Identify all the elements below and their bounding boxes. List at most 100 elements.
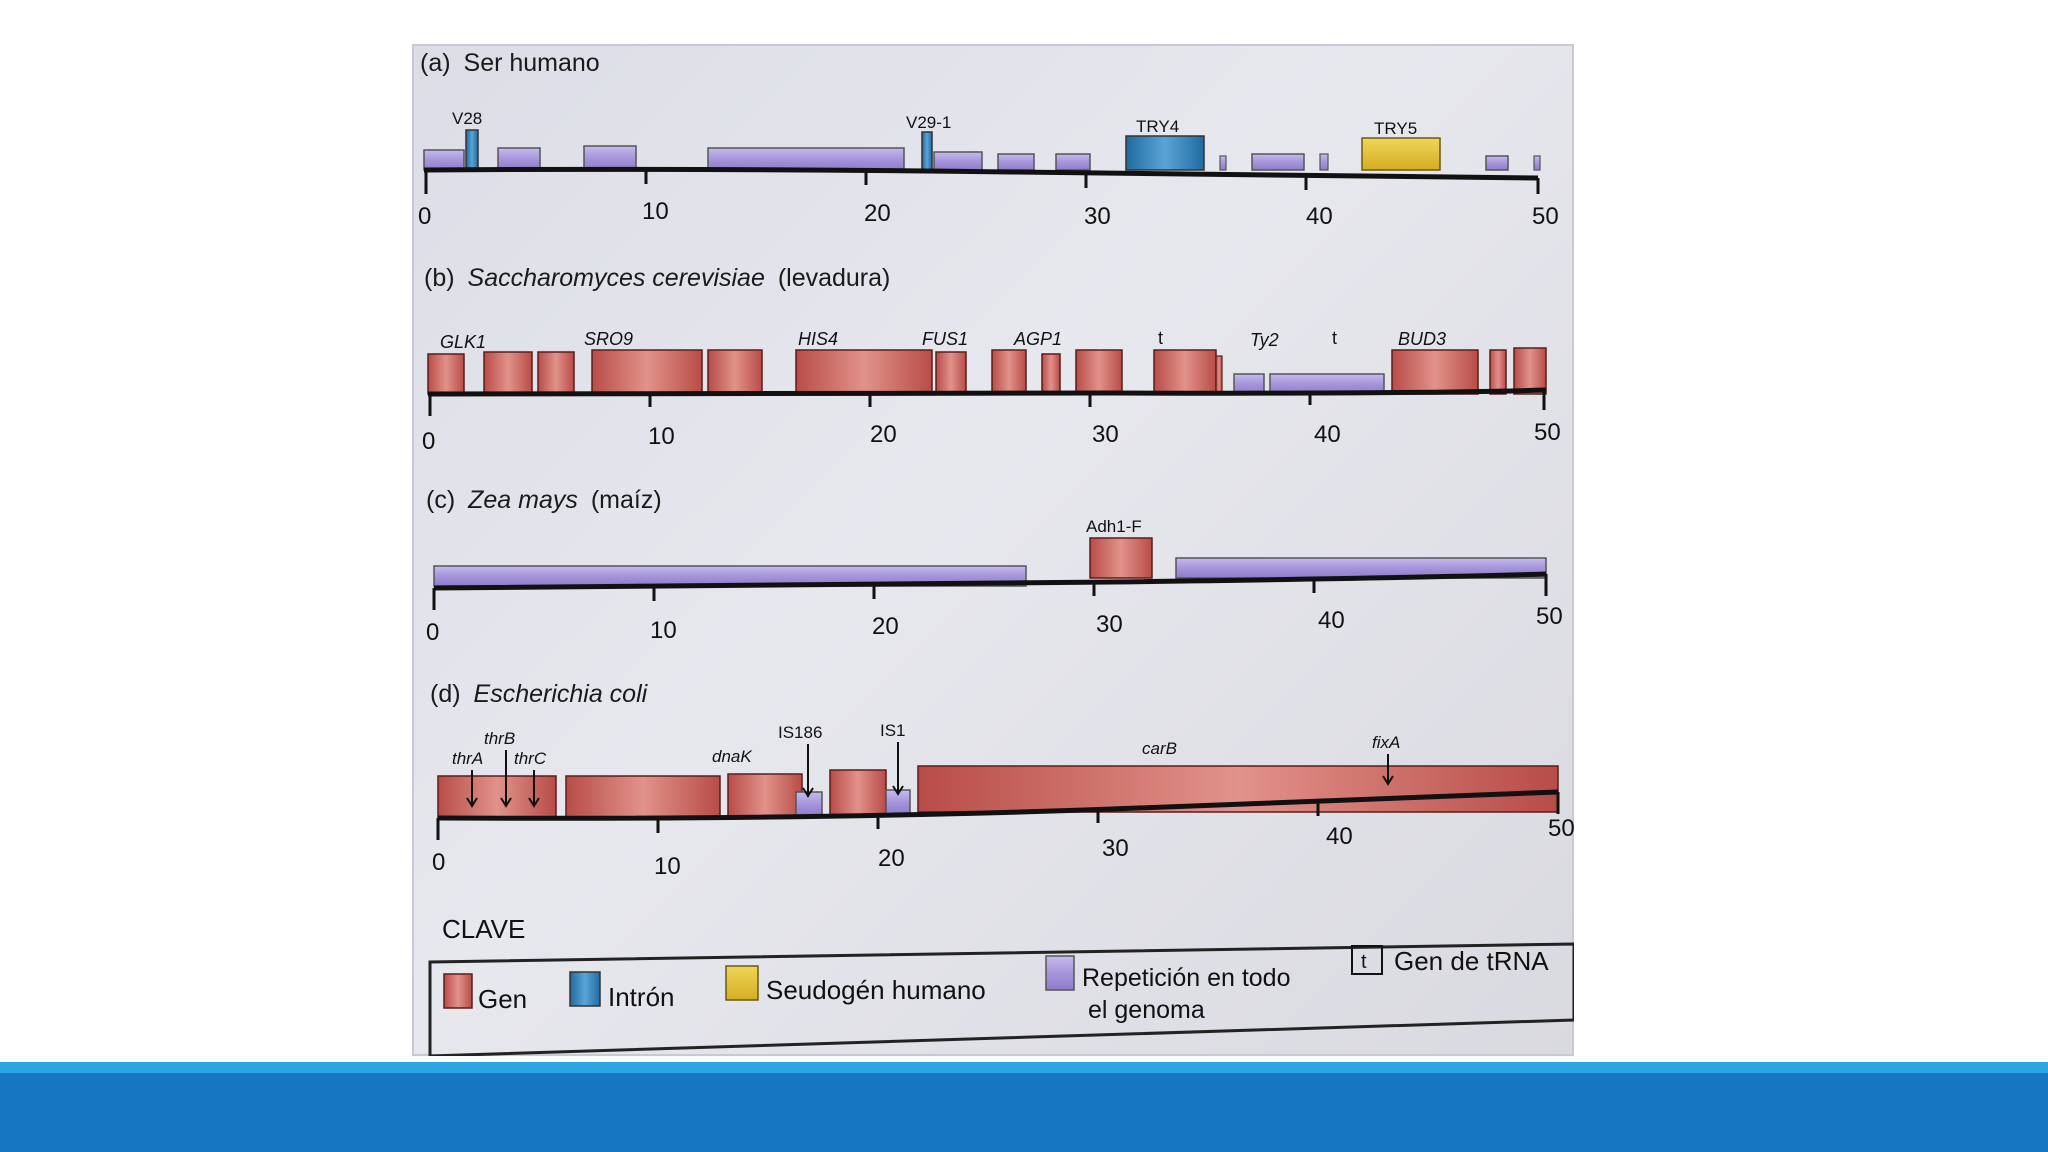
panel-a-name: Ser humano — [464, 49, 600, 77]
tick-label: 0 — [432, 849, 445, 876]
gene-label: FUS1 — [922, 329, 968, 349]
key-trna-symbol: t — [1361, 951, 1367, 973]
repeat-block — [1219, 155, 1227, 171]
panel-b: (b) Saccharomyces cerevisiae (levadura) — [422, 264, 1561, 455]
gene-label: fixA — [1372, 733, 1400, 752]
panel-c: (c) Zea mays (maíz) 0 10 20 30 40 50 Adh… — [426, 486, 1563, 646]
gene-adh1f — [1089, 537, 1153, 579]
tick-label: 10 — [654, 853, 681, 880]
tick-label: 40 — [1326, 823, 1353, 850]
gene-label: TRY4 — [1136, 117, 1179, 136]
tick-label: 50 — [1536, 603, 1563, 630]
repeat-block — [707, 147, 905, 171]
gene-block — [1041, 353, 1061, 395]
panel-c-letter: (c) — [426, 486, 455, 514]
tick-label: 0 — [426, 619, 439, 646]
tick-label: 30 — [1084, 203, 1111, 230]
repeat-block — [583, 145, 637, 171]
panel-d-species: Escherichia coli — [474, 680, 649, 708]
panel-b-letter: (b) — [424, 264, 455, 292]
repeat-block — [997, 153, 1035, 171]
repeat-block — [1319, 153, 1329, 171]
repeat-block — [933, 151, 983, 171]
gene-block — [1391, 349, 1479, 395]
panel-d: (d) Escherichia coli 0 10 20 30 40 50 — [430, 680, 1574, 880]
trna-label: t — [1158, 328, 1163, 348]
gene-label: thrC — [514, 749, 547, 768]
gene-block — [1075, 349, 1123, 395]
repeat-block — [1055, 153, 1091, 171]
gene-label: TRY5 — [1374, 119, 1417, 138]
panel-b-ticks — [428, 390, 1546, 416]
gene-label: Adh1-F — [1086, 517, 1142, 536]
repeat-label: Ty2 — [1250, 330, 1279, 350]
panel-a-features — [423, 129, 1541, 171]
gene-block — [991, 349, 1027, 395]
panel-d-tick-labels: 0 10 20 30 40 50 — [432, 815, 1574, 880]
gene-block — [1489, 349, 1507, 395]
figure-svg: (a) Ser humano — [418, 49, 1574, 1056]
panel-a-ticks — [424, 170, 1540, 194]
panel-c-common: (maíz) — [591, 486, 662, 514]
key-trna-box — [1351, 945, 1383, 975]
tick-label: 30 — [1092, 421, 1119, 448]
panel-a: (a) Ser humano — [418, 49, 1559, 230]
gene-block — [707, 349, 763, 395]
gene-block — [1215, 355, 1223, 395]
repeat-block — [423, 149, 465, 171]
panel-c-axis — [433, 571, 1547, 591]
panel-a-title: (a) Ser humano — [420, 49, 600, 77]
tick-label: 20 — [864, 200, 891, 227]
key-intron-label: Intrón — [608, 982, 675, 1012]
key-trna-label: Gen de tRNA — [1394, 946, 1549, 976]
gene-label: V29-1 — [906, 113, 951, 132]
key-gene-swatch — [443, 973, 473, 1009]
key-box — [428, 942, 1574, 1056]
panel-b-tick-labels: 0 10 20 30 40 50 — [422, 419, 1561, 455]
tick-label: 40 — [1318, 607, 1345, 634]
panel-c-tick-labels: 0 10 20 30 40 50 — [426, 603, 1563, 646]
tick-label: 0 — [422, 428, 435, 455]
key-repeat-swatch — [1045, 955, 1075, 991]
panel-b-features — [427, 347, 1547, 395]
repeat-block — [1533, 155, 1541, 171]
gene-block — [935, 351, 967, 395]
panel-d-letter: (d) — [430, 680, 461, 708]
tick-label: 50 — [1532, 203, 1559, 230]
panel-d-arrows — [466, 742, 1394, 808]
intron-block — [921, 131, 933, 171]
tick-label: 50 — [1534, 419, 1561, 446]
panel-b-common: (levadura) — [778, 264, 891, 292]
genome-comparison-figure: (a) Ser humano — [412, 44, 1574, 1056]
is-label: IS1 — [880, 721, 906, 740]
key-legend: CLAVE Gen Intrón Seudogén humano Repetic… — [428, 914, 1574, 1056]
tick-label: 40 — [1306, 203, 1333, 230]
gene-block — [727, 773, 803, 819]
tick-label: 20 — [872, 613, 899, 640]
panel-d-labels: thrB thrA thrC dnaK IS186 IS1 carB fixA — [452, 721, 1400, 768]
tick-label: 30 — [1096, 611, 1123, 638]
tick-label: 20 — [870, 421, 897, 448]
key-gene-label: Gen — [478, 984, 527, 1014]
gene-label: dnaK — [712, 747, 752, 766]
key-title: CLAVE — [442, 914, 525, 944]
tick-label: 0 — [418, 203, 431, 230]
panel-a-labels: V28 V29-1 TRY4 TRY5 — [452, 109, 1417, 138]
gene-block — [427, 353, 465, 395]
panel-b-species: Saccharomyces cerevisiae — [468, 264, 765, 292]
gene-label: AGP1 — [1013, 329, 1062, 349]
gene-block — [537, 351, 575, 395]
gene-label: GLK1 — [440, 332, 486, 352]
gene-block — [829, 769, 887, 817]
repeat-block — [497, 147, 541, 171]
gene-label: carB — [1142, 739, 1177, 758]
tick-label: 10 — [648, 423, 675, 450]
panel-d-axis — [437, 789, 1559, 821]
key-pseudogene-label: Seudogén humano — [766, 975, 986, 1005]
gene-label: HIS4 — [798, 329, 838, 349]
panel-d-ticks — [436, 792, 1560, 840]
intron-block — [465, 129, 479, 171]
tick-label: 10 — [650, 617, 677, 644]
trna-label: t — [1332, 328, 1337, 348]
key-pseudogene-swatch — [725, 965, 759, 1001]
